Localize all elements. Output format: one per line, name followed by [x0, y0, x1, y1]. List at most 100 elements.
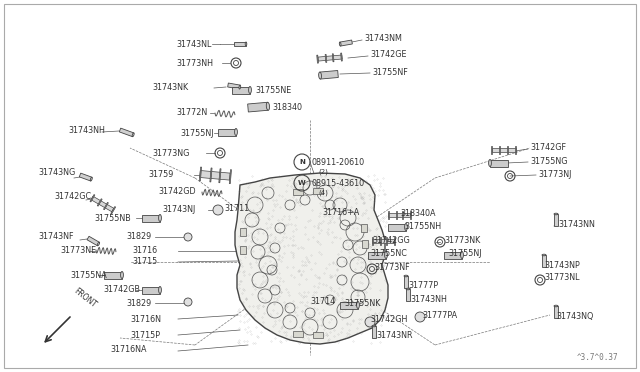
Text: 31755NJ: 31755NJ — [180, 128, 214, 138]
Polygon shape — [325, 54, 327, 62]
Text: ^3.7^0.37: ^3.7^0.37 — [577, 353, 618, 362]
Ellipse shape — [385, 251, 387, 259]
Polygon shape — [372, 239, 394, 243]
Polygon shape — [219, 169, 221, 183]
Text: 31829: 31829 — [126, 298, 151, 308]
Polygon shape — [394, 237, 395, 245]
Ellipse shape — [90, 177, 92, 181]
Polygon shape — [332, 54, 334, 62]
Ellipse shape — [266, 102, 269, 110]
Text: 31777P: 31777P — [408, 282, 438, 291]
Polygon shape — [228, 83, 240, 89]
Text: 31715: 31715 — [132, 257, 157, 266]
Polygon shape — [388, 211, 389, 219]
Polygon shape — [340, 301, 358, 308]
Ellipse shape — [404, 224, 408, 231]
Text: (2): (2) — [318, 169, 328, 175]
Polygon shape — [388, 213, 410, 217]
Ellipse shape — [554, 213, 558, 215]
Polygon shape — [491, 146, 492, 154]
Text: 31743NK: 31743NK — [152, 83, 188, 92]
Polygon shape — [372, 326, 376, 338]
Text: 31716: 31716 — [132, 246, 157, 254]
Polygon shape — [104, 272, 122, 279]
Ellipse shape — [356, 301, 360, 308]
Polygon shape — [320, 71, 339, 79]
Circle shape — [365, 317, 375, 327]
Text: 31743NH: 31743NH — [410, 295, 447, 304]
Bar — [362, 240, 368, 248]
Ellipse shape — [235, 128, 237, 135]
Polygon shape — [340, 53, 342, 61]
Polygon shape — [317, 55, 319, 63]
Polygon shape — [368, 251, 386, 259]
Text: 31743NJ: 31743NJ — [162, 205, 195, 214]
Text: 31742GG: 31742GG — [372, 235, 410, 244]
Text: 31742GF: 31742GF — [530, 142, 566, 151]
Text: 31755NJ: 31755NJ — [448, 250, 481, 259]
Ellipse shape — [97, 242, 100, 246]
Polygon shape — [142, 215, 160, 221]
Text: 31773NE: 31773NE — [60, 246, 96, 254]
Text: 31742GD: 31742GD — [158, 186, 196, 196]
Polygon shape — [490, 160, 508, 167]
Ellipse shape — [132, 133, 134, 137]
Polygon shape — [554, 306, 558, 318]
Polygon shape — [79, 173, 92, 181]
Text: 31743NL: 31743NL — [176, 39, 211, 48]
Ellipse shape — [248, 87, 252, 93]
Text: 31755NB: 31755NB — [94, 214, 131, 222]
Ellipse shape — [339, 42, 341, 46]
Ellipse shape — [159, 286, 161, 294]
Circle shape — [415, 312, 425, 322]
Polygon shape — [104, 202, 108, 210]
Text: 31773NK: 31773NK — [444, 235, 480, 244]
Ellipse shape — [159, 215, 161, 221]
Circle shape — [184, 233, 192, 241]
Text: W: W — [298, 180, 306, 186]
Text: 31743NG: 31743NG — [38, 167, 76, 176]
Text: 31714: 31714 — [310, 298, 335, 307]
Text: 318340A: 318340A — [400, 208, 435, 218]
Polygon shape — [410, 211, 411, 219]
Polygon shape — [404, 276, 408, 288]
Text: 31755NH: 31755NH — [404, 221, 441, 231]
Polygon shape — [515, 146, 516, 154]
Circle shape — [213, 205, 223, 215]
Ellipse shape — [404, 275, 408, 277]
Polygon shape — [210, 168, 212, 182]
Text: 31742GC: 31742GC — [54, 192, 91, 201]
Text: 31773NH: 31773NH — [176, 58, 213, 67]
Bar — [313, 188, 323, 194]
Text: 31742GH: 31742GH — [370, 315, 408, 324]
Text: 31742GE: 31742GE — [370, 49, 406, 58]
Text: 31743NQ: 31743NQ — [556, 311, 593, 321]
Polygon shape — [388, 224, 406, 231]
Text: 31755NC: 31755NC — [370, 250, 407, 259]
Text: 31716NA: 31716NA — [110, 346, 147, 355]
Ellipse shape — [239, 85, 241, 89]
Polygon shape — [372, 237, 373, 245]
Bar — [361, 224, 367, 232]
Text: 31772N: 31772N — [176, 108, 207, 116]
Polygon shape — [200, 167, 202, 181]
Polygon shape — [507, 146, 508, 154]
Text: 31743NH: 31743NH — [68, 125, 105, 135]
Text: FRONT: FRONT — [72, 287, 98, 310]
Ellipse shape — [554, 305, 558, 307]
Polygon shape — [318, 55, 342, 61]
Text: 31715P: 31715P — [130, 330, 160, 340]
Text: 31777PA: 31777PA — [422, 311, 457, 320]
Ellipse shape — [542, 254, 546, 256]
Text: 31773NL: 31773NL — [544, 273, 579, 282]
Bar — [240, 228, 246, 236]
Text: 31743NR: 31743NR — [376, 331, 413, 340]
Polygon shape — [91, 196, 114, 212]
Polygon shape — [499, 146, 500, 154]
Text: N: N — [299, 159, 305, 165]
Text: 31743NF: 31743NF — [38, 231, 74, 241]
Polygon shape — [248, 102, 268, 112]
Ellipse shape — [406, 288, 410, 290]
Text: (4): (4) — [318, 190, 328, 196]
Ellipse shape — [488, 160, 492, 167]
